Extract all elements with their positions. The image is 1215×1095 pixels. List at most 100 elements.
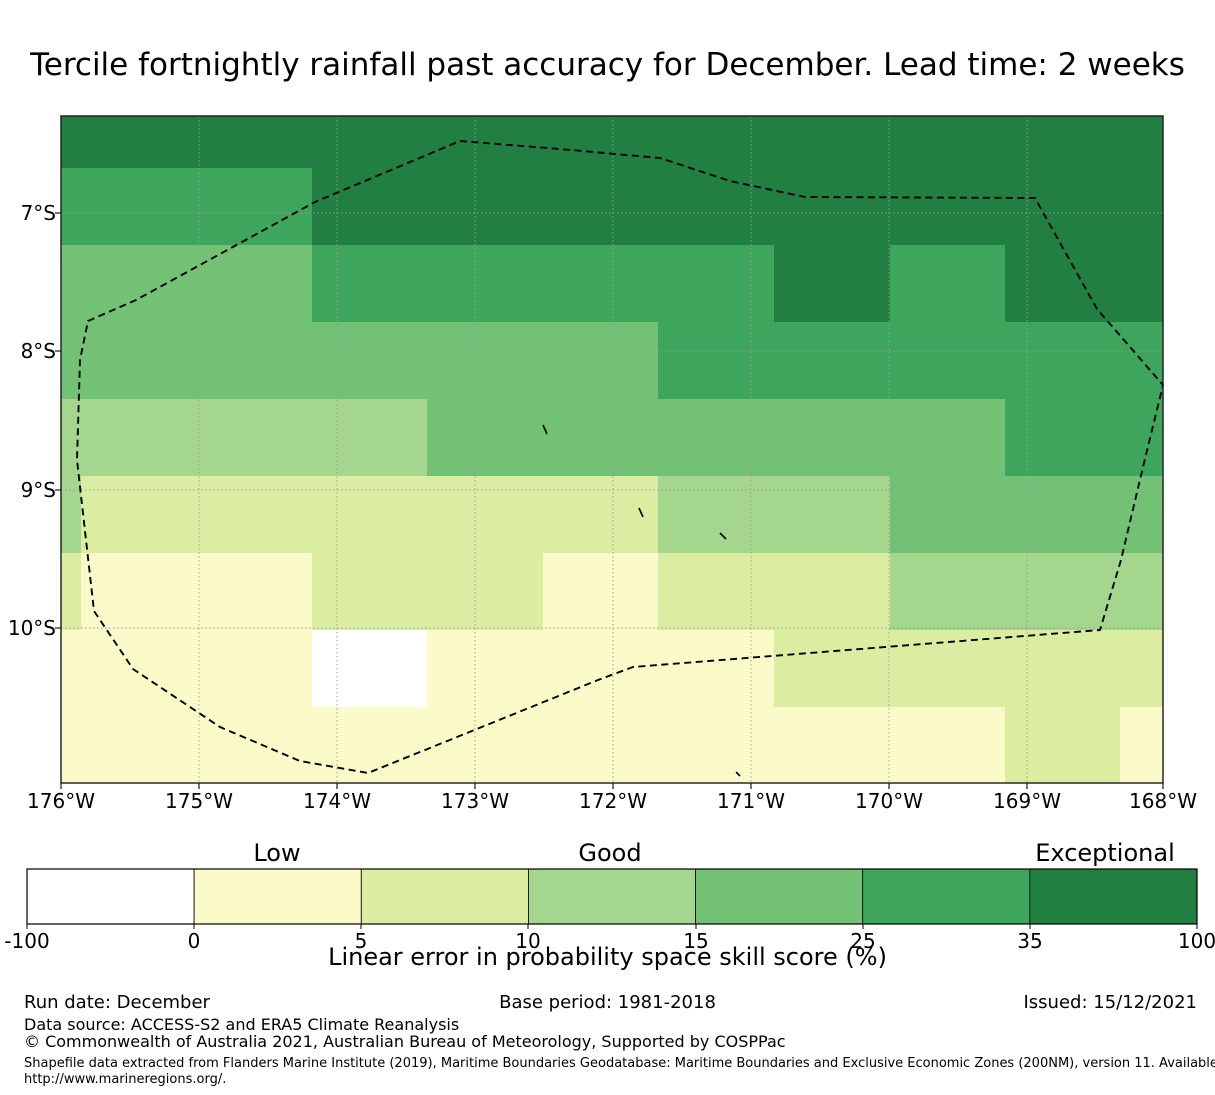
heatmap-cell — [543, 630, 659, 708]
heatmap-cell — [81, 116, 197, 169]
x-tick-label: 169°W — [993, 789, 1061, 813]
heatmap-cell — [196, 322, 313, 400]
shapefile-note-line2: http://www.marineregions.org/. — [24, 1072, 227, 1087]
map-frame — [60, 115, 1164, 784]
heatmap-cell — [658, 399, 775, 477]
heatmap-cell — [658, 553, 775, 631]
heatmap-cell — [427, 553, 544, 631]
heatmap-cell — [196, 476, 313, 554]
y-tick-label: 10°S — [7, 616, 56, 640]
chart-title: Tercile fortnightly rainfall past accura… — [30, 47, 1185, 83]
heatmap-cell — [774, 168, 891, 246]
islet-mark — [542, 424, 548, 435]
heatmap-cell — [1005, 322, 1121, 400]
heatmap-cell — [658, 707, 775, 784]
run-date-text: Run date: December — [24, 992, 210, 1013]
heatmap-cell — [890, 116, 1006, 169]
heatmap-cell — [658, 116, 775, 169]
heatmap-cell — [658, 630, 775, 708]
islet-mark — [719, 532, 727, 540]
heatmap-cell — [774, 245, 891, 323]
colorbar-category-exceptional: Exceptional — [1035, 839, 1175, 867]
heatmap-cell — [543, 116, 659, 169]
heatmap-cell — [774, 630, 891, 708]
heatmap-cell — [61, 630, 82, 708]
heatmap-cell — [658, 245, 775, 323]
y-tick-label: 7°S — [20, 201, 56, 225]
colorbar-axis-label: Linear error in probability space skill … — [328, 943, 887, 971]
colorbar-tick-label: 10 — [515, 929, 541, 953]
heatmap-cell — [774, 116, 891, 169]
heatmap-cell — [890, 245, 1006, 323]
colorbar-segment — [193, 868, 362, 925]
eez-boundary-line — [76, 140, 1164, 774]
shapefile-note-line1: Shapefile data extracted from Flanders M… — [24, 1056, 1215, 1071]
heatmap-cell — [312, 168, 428, 246]
colorbar-tick-label: 5 — [354, 929, 368, 953]
heatmap-cell — [1120, 707, 1164, 784]
heatmap-cell — [81, 476, 197, 554]
heatmap-cell — [196, 707, 313, 784]
heatmap-cell — [61, 168, 82, 246]
x-tick-label: 175°W — [165, 789, 233, 813]
heatmap-cell — [81, 168, 197, 246]
heatmap-cell — [543, 553, 659, 631]
colorbar-segment — [528, 868, 696, 925]
colorbar-frame — [26, 868, 1198, 925]
heatmap-cell — [427, 399, 544, 477]
colorbar-tick-label: 15 — [683, 929, 709, 953]
colorbar-tick-label: 35 — [1017, 929, 1043, 953]
heatmap-cell — [196, 399, 313, 477]
heatmap-cell — [1005, 116, 1121, 169]
x-tick-label: 173°W — [441, 789, 509, 813]
heatmap-cell — [1005, 630, 1121, 708]
x-tick-label: 174°W — [303, 789, 371, 813]
colorbar-category-good: Good — [578, 839, 642, 867]
heatmap-cell — [1120, 168, 1164, 246]
heatmap-cell — [890, 168, 1006, 246]
y-tick-label: 9°S — [20, 478, 56, 502]
heatmap-cell — [312, 245, 428, 323]
heatmap-cell — [61, 322, 82, 400]
heatmap-cell — [1005, 553, 1121, 631]
data-source-text: Data source: ACCESS-S2 and ERA5 Climate … — [24, 1015, 460, 1034]
heatmap-cell — [427, 476, 544, 554]
y-tick-label: 8°S — [20, 339, 56, 363]
heatmap-cell — [1120, 476, 1164, 554]
heatmap-cell — [890, 476, 1006, 554]
colorbar-segment — [695, 868, 864, 925]
heatmap-cell — [61, 707, 82, 784]
heatmap-cell — [61, 245, 82, 323]
heatmap-cell — [312, 553, 428, 631]
heatmap-cell — [61, 553, 82, 631]
heatmap-cell — [543, 168, 659, 246]
x-tick-label: 172°W — [579, 789, 647, 813]
heatmap-cell — [1005, 168, 1121, 246]
heatmap-cell — [81, 707, 197, 784]
heatmap-cell — [427, 245, 544, 323]
colorbar-segment — [1029, 868, 1198, 925]
heatmap-cell — [81, 245, 197, 323]
heatmap-cell — [196, 553, 313, 631]
colorbar-tick-label: 100 — [1177, 929, 1215, 953]
colorbar-segment — [26, 868, 195, 925]
heatmap-cell — [774, 553, 891, 631]
heatmap-cell — [81, 553, 197, 631]
heatmap-cell — [427, 322, 544, 400]
heatmap-cell — [1120, 116, 1164, 169]
heatmap-cell — [890, 399, 1006, 477]
heatmap-cell — [543, 322, 659, 400]
heatmap-cell — [774, 399, 891, 477]
heatmap-cell — [658, 322, 775, 400]
heatmap-cell — [1005, 245, 1121, 323]
heatmap-cell — [1120, 245, 1164, 323]
heatmap-cell — [774, 322, 891, 400]
heatmap-cell — [427, 630, 544, 708]
heatmap-cell — [312, 322, 428, 400]
heatmap-cell — [543, 399, 659, 477]
heatmap-cell — [543, 245, 659, 323]
heatmap-cell — [890, 553, 1006, 631]
heatmap-cell — [81, 322, 197, 400]
